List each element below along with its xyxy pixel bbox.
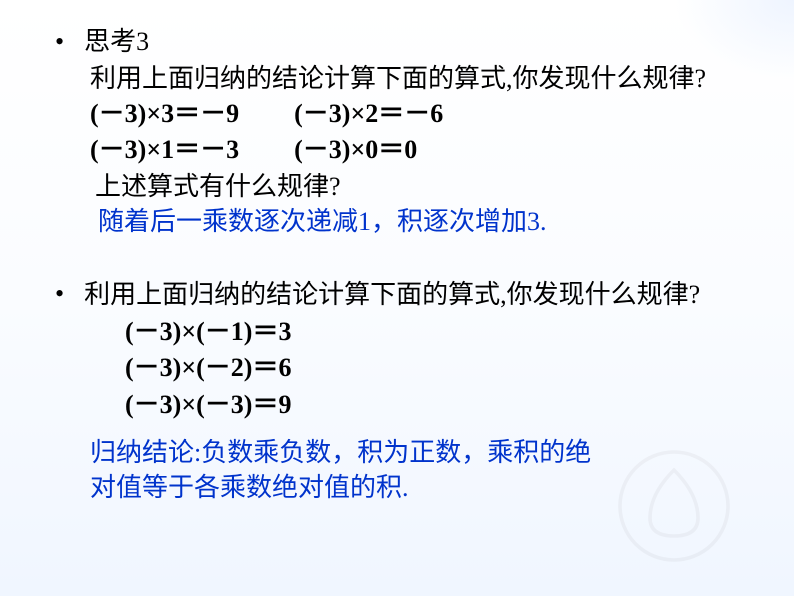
watermark-logo [614,446,734,566]
bullet-icon: • [55,25,64,59]
answer-1: 随着后一乘数逐次递减1，积逐次增加3. [98,204,744,239]
question-1: 上述算式有什么规律? [95,169,744,204]
body-text-2: 利用上面归纳的结论计算下面的算式,你发现什么规律? [84,277,700,312]
heading-1: 思考3 [84,25,149,59]
eq-row-2: (－3)×1＝－3 (－3)×0＝0 [90,132,744,168]
body-text-1: 利用上面归纳的结论计算下面的算式,你发现什么规律? [90,61,744,96]
spacer [50,259,744,277]
corner-decoration [674,0,794,80]
eq-3: (－3)×(－1)＝3 [125,314,744,350]
eq-1b: (－3)×2＝－6 [294,96,443,132]
eq-5: (－3)×(－3)＝9 [125,387,744,423]
equations-block-2: (－3)×(－1)＝3 (－3)×(－2)＝6 (－3)×(－3)＝9 [125,314,744,423]
eq-2b: (－3)×0＝0 [294,132,417,168]
section-1: • 思考3 利用上面归纳的结论计算下面的算式,你发现什么规律? (－3)×3＝－… [50,25,744,239]
eq-2a: (－3)×1＝－3 [90,132,239,168]
bullet-icon: • [55,277,64,311]
bullet-line-2: • 利用上面归纳的结论计算下面的算式,你发现什么规律? [50,277,744,312]
equations-block-1: (－3)×3＝－9 (－3)×2＝－6 (－3)×1＝－3 (－3)×0＝0 [90,96,744,169]
spacer-2 [50,423,744,435]
eq-4: (－3)×(－2)＝6 [125,350,744,386]
eq-row-1: (－3)×3＝－9 (－3)×2＝－6 [90,96,744,132]
bullet-line-1: • 思考3 [50,25,744,59]
eq-1a: (－3)×3＝－9 [90,96,239,132]
